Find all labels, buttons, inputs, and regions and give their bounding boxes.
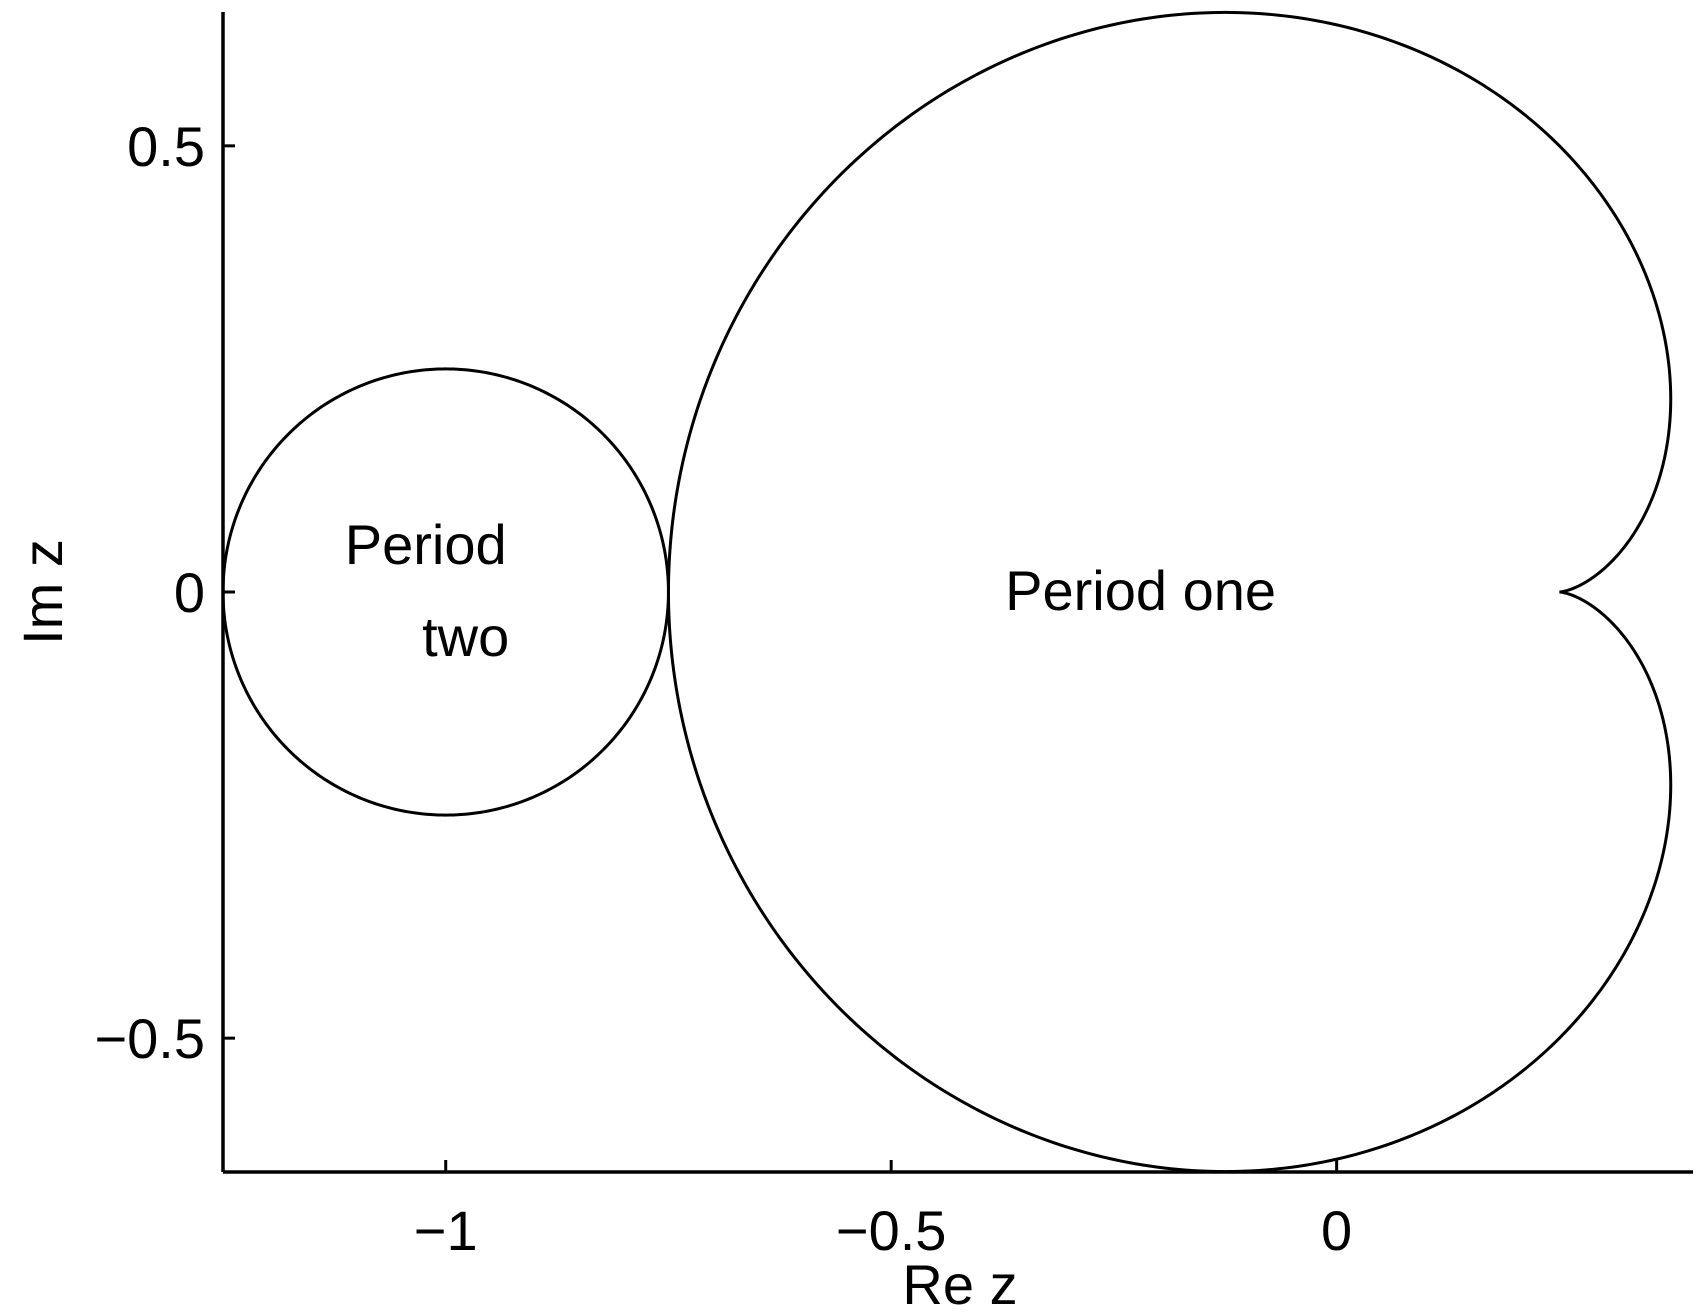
x-tick-label-2: 0 [1321, 1199, 1352, 1262]
region-label-1: Period one [1005, 559, 1276, 622]
y-axis-label: Im z [11, 539, 74, 645]
y-tick-label-0: 0.5 [127, 115, 205, 178]
region-label-0: Period two [345, 513, 510, 668]
region-label-0-line-1: two [422, 605, 509, 668]
period-two-circle [221, 367, 670, 817]
y-tick-label-1: 0 [174, 561, 205, 624]
period-one-cardioid [666, 10, 1673, 1174]
x-axis-label: Re z [902, 1253, 1017, 1316]
ticks: −1 −0.5 0 0.5 0 −0.5 [94, 115, 1352, 1262]
x-tick-label-1: −0.5 [836, 1199, 947, 1262]
axes [221, 12, 1693, 1174]
region-label-0-line-0: Period [345, 513, 507, 576]
y-tick-label-2: −0.5 [94, 1007, 205, 1070]
labels: Re z Im z [11, 539, 1018, 1316]
annotations: Period two Period one [345, 513, 1276, 668]
curves [221, 10, 1673, 1174]
x-tick-label-0: −1 [414, 1199, 478, 1262]
region-label-1-line-0: Period one [1005, 559, 1276, 622]
